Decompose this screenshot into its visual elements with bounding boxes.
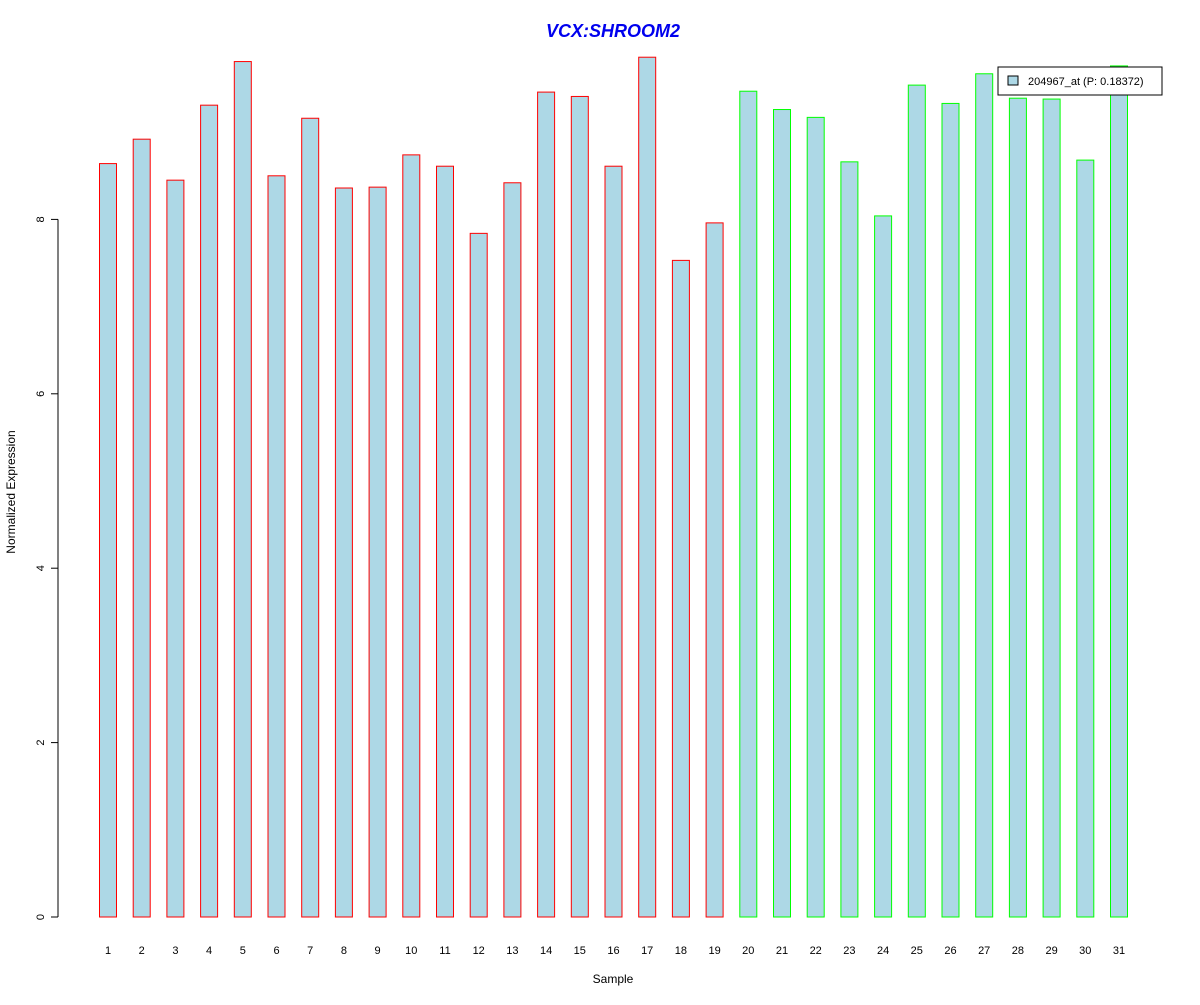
y-tick-label: 8	[35, 216, 47, 222]
bar-sample-14	[537, 91, 556, 918]
x-axis-label: Sample	[593, 972, 634, 986]
y-tick-label: 2	[35, 740, 47, 746]
bar-sample-23	[840, 161, 859, 918]
x-tick-label: 17	[641, 945, 653, 957]
x-tick-label: 26	[944, 945, 956, 957]
x-tick-label: 9	[375, 945, 381, 957]
bar-sample-5	[233, 61, 252, 918]
x-tick-label: 30	[1079, 945, 1091, 957]
y-tick-label: 4	[35, 565, 47, 571]
x-tick-label: 5	[240, 945, 246, 957]
x-tick-label: 12	[473, 945, 485, 957]
bar-sample-13	[503, 182, 522, 918]
bar-sample-18	[671, 259, 690, 918]
x-tick-label: 11	[439, 945, 450, 957]
x-tick-label: 4	[206, 945, 212, 957]
bar-sample-27	[975, 73, 994, 918]
y-tick-label: 0	[35, 914, 47, 920]
x-tick-label: 18	[675, 945, 687, 957]
legend: 204967_at (P: 0.18372)	[997, 66, 1163, 96]
legend-box	[997, 66, 1163, 96]
x-tick-label: 14	[540, 945, 552, 957]
bar-sample-29	[1042, 98, 1061, 918]
bar-sample-4	[200, 104, 219, 918]
bar-sample-25	[907, 84, 926, 918]
bar-sample-1	[99, 163, 117, 918]
bar-sample-31	[1110, 65, 1128, 918]
bar-sample-17	[638, 56, 657, 918]
x-tick-label: 22	[810, 945, 822, 957]
y-tick-label: 6	[35, 391, 47, 397]
bar-sample-28	[1008, 97, 1027, 918]
chart-title: VCX:SHROOM2	[546, 21, 680, 41]
x-tick-label: 23	[843, 945, 855, 957]
x-tick-label: 15	[574, 945, 586, 957]
x-tick-label: 3	[172, 945, 178, 957]
bar-sample-24	[874, 215, 893, 918]
x-tick-label: 10	[405, 945, 417, 957]
x-tick-label: 20	[742, 945, 754, 957]
bar-sample-15	[570, 95, 589, 918]
x-tick-label: 13	[506, 945, 518, 957]
bar-sample-26	[941, 102, 960, 918]
bar-sample-7	[301, 117, 320, 918]
bar-sample-10	[402, 154, 421, 918]
bar-sample-11	[436, 165, 454, 918]
y-axis: 0 2 4 6 8	[35, 216, 59, 920]
bar-sample-30	[1076, 159, 1095, 918]
x-tick-label: 19	[708, 945, 720, 957]
bars-group	[99, 56, 1128, 918]
bar-sample-12	[469, 232, 488, 918]
bar-sample-3	[166, 179, 185, 918]
bar-sample-9	[368, 186, 387, 918]
x-tick-label: 29	[1045, 945, 1057, 957]
bar-sample-21	[773, 109, 791, 918]
bar-sample-22	[806, 116, 825, 918]
bar-sample-19	[705, 222, 724, 918]
x-tick-label: 27	[978, 945, 990, 957]
x-tick-label: 8	[341, 945, 347, 957]
y-axis-label: Normalized Expression	[4, 430, 18, 553]
x-tick-labels: 1 2 3 4 5 6 7 8 9 10 11 12 13 14 15 16 17 18 19 20 21 22 23 24 2…	[105, 945, 1125, 957]
bar-sample-8	[334, 187, 353, 918]
x-tick-label: 7	[307, 945, 313, 957]
legend-swatch	[1007, 75, 1019, 86]
bar-sample-2	[132, 138, 151, 918]
bar-sample-16	[604, 165, 623, 918]
x-tick-label: 28	[1012, 945, 1024, 957]
bar-sample-6	[267, 175, 286, 918]
x-tick-label: 21	[776, 945, 788, 957]
x-tick-label: 24	[877, 945, 889, 957]
bar-sample-20	[739, 90, 758, 918]
x-tick-label: 31	[1113, 945, 1125, 957]
x-tick-label: 2	[139, 945, 145, 957]
x-tick-label: 16	[607, 945, 619, 957]
legend-label: 204967_at (P: 0.18372)	[1028, 76, 1144, 88]
x-tick-label: 1	[105, 945, 111, 957]
x-tick-label: 6	[273, 945, 279, 957]
x-tick-label: 25	[911, 945, 923, 957]
